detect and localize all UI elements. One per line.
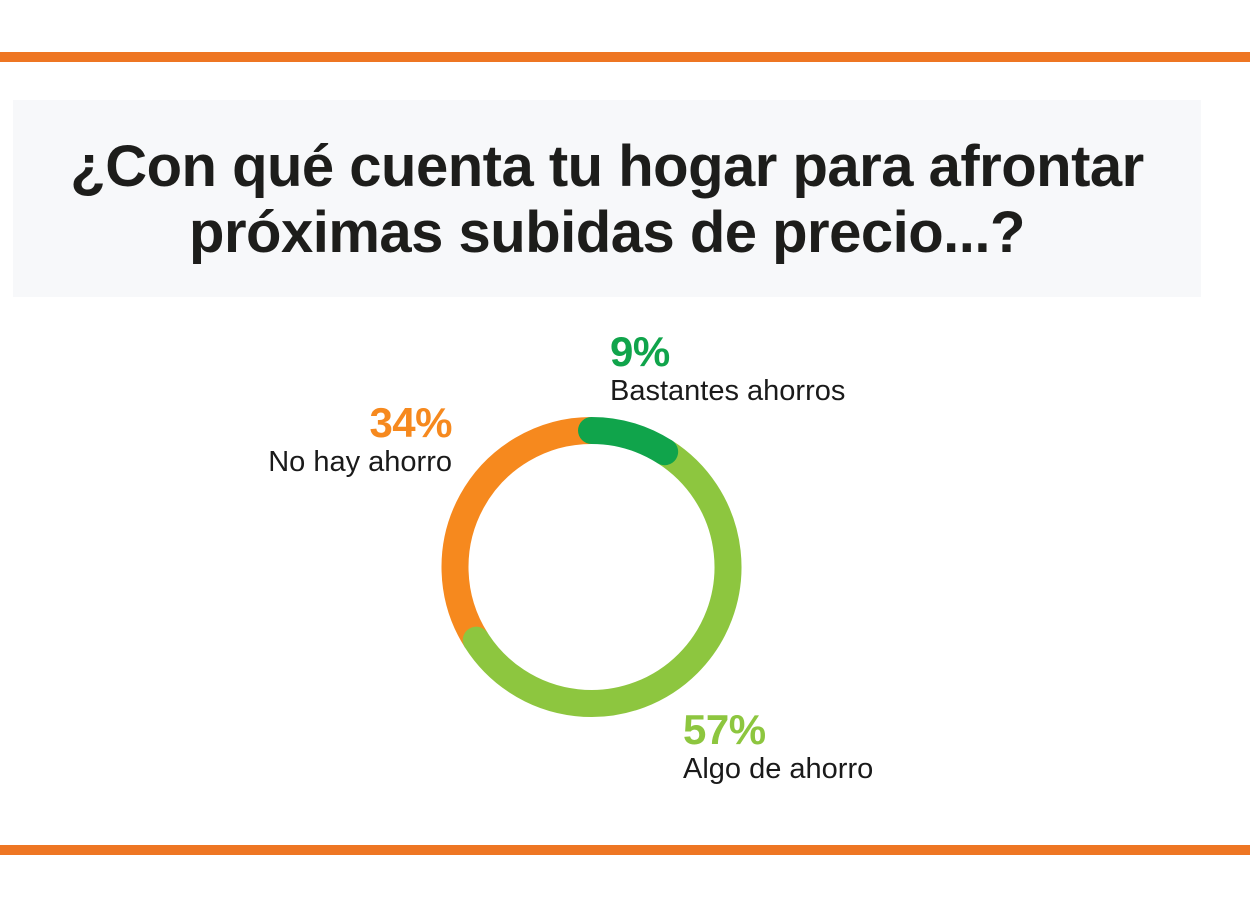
percent-algo-de-ahorro: 57% — [683, 706, 766, 753]
donut-segment-algo-de-ahorro — [462, 438, 742, 717]
title-box: ¿Con qué cuenta tu hogar para afrontar p… — [13, 100, 1201, 297]
page-title-line-1: ¿Con qué cuenta tu hogar para afrontar — [70, 134, 1144, 199]
page-title-line-2: próximas subidas de precio...? — [189, 200, 1025, 265]
name-algo-de-ahorro: Algo de ahorro — [683, 753, 874, 785]
percent-bastantes-ahorros: 9% — [610, 328, 670, 375]
label-no-hay-ahorro: 34% No hay ahorro — [268, 399, 452, 479]
percent-no-hay-ahorro: 34% — [369, 399, 452, 446]
bottom-accent-bar — [0, 845, 1250, 855]
label-algo-de-ahorro: 57% Algo de ahorro — [683, 706, 874, 786]
label-bastantes-ahorros: 9% Bastantes ahorros — [610, 328, 846, 408]
donut-segment-no-hay-ahorro — [441, 417, 592, 648]
top-accent-bar — [0, 52, 1250, 62]
name-no-hay-ahorro: No hay ahorro — [268, 446, 452, 478]
donut-segment-bastantes-ahorros — [578, 417, 679, 466]
name-bastantes-ahorros: Bastantes ahorros — [610, 375, 846, 407]
